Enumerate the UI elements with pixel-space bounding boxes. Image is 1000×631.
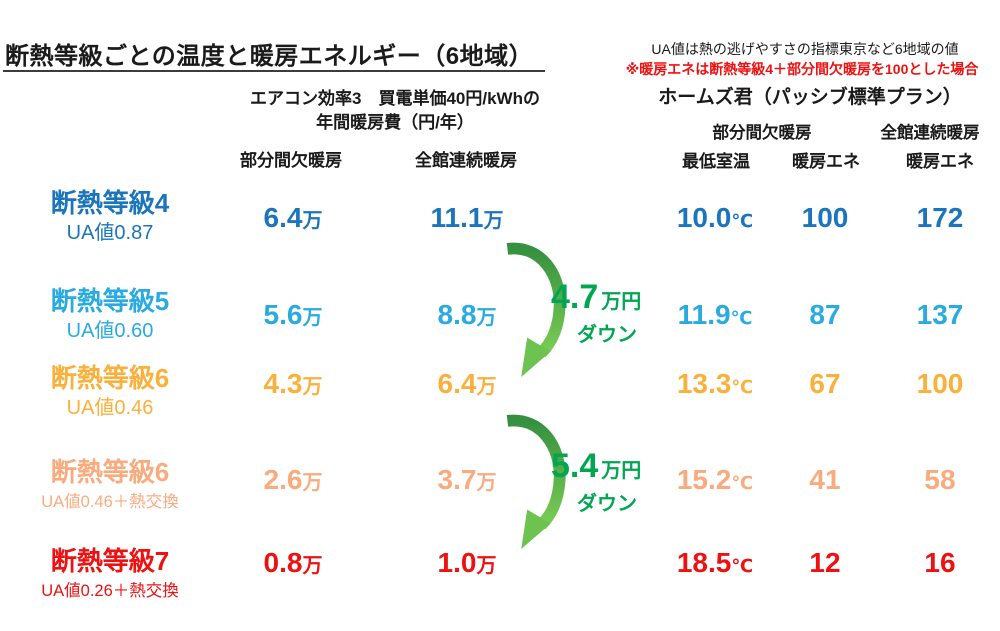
- cost-header-line1: エアコン効率3 買電単価40円/kWhの: [250, 89, 540, 108]
- grade6-min-temp: 13.3℃: [645, 368, 785, 400]
- cost-unit: 万: [476, 307, 497, 329]
- grade5-ene-continuous: 137: [916, 299, 964, 330]
- cost-unit: 万: [476, 555, 497, 577]
- cost-value: 3.7: [437, 464, 477, 495]
- cost-value: 11.1: [430, 202, 484, 233]
- energy-baseline-note: ※暖房エネは断熱等級4＋部分間欠暖房を100とした場合: [625, 61, 979, 77]
- temp-unit: ℃: [731, 556, 754, 576]
- cost-value: 6.4: [263, 202, 303, 233]
- grade5-cost-partial: 5.6万: [213, 299, 373, 331]
- grade5-min-temp: 11.9℃: [645, 299, 785, 331]
- grade5-cost-continuous: 8.8万: [387, 299, 547, 331]
- cost-value: 6.4: [437, 368, 477, 399]
- grade6hx-ene-partial: 41: [809, 464, 841, 495]
- temp-unit: ℃: [731, 377, 754, 397]
- grade5-ene-partial: 87: [809, 299, 841, 330]
- cost-value: 2.6: [263, 464, 303, 495]
- temp-value: 18.5: [676, 547, 732, 578]
- column-header-ene-partial: 暖房エネ: [792, 152, 860, 171]
- cost-unit: 万: [483, 210, 504, 232]
- row-grade7-ua: UA値0.26＋熱交換: [41, 582, 179, 600]
- savings-word: ダウン: [577, 493, 637, 515]
- ua-note: UA値は熱の逃げやすさの指標東京など6地域の値: [651, 41, 959, 57]
- cost-unit: 万: [302, 555, 323, 577]
- temp-value: 10.0: [676, 202, 732, 233]
- grade6-cost-partial: 4.3万: [213, 368, 373, 400]
- page-title: 断熱等級ごとの温度と暖房エネルギー（6地域）: [5, 43, 534, 70]
- row-grade6hx-ua: UA値0.46＋熱交換: [41, 493, 179, 511]
- savings-unit: 万円: [601, 460, 642, 482]
- cost-value: 8.8: [437, 299, 477, 330]
- group-header-continuous: 全館連続暖房: [880, 124, 980, 142]
- temp-value: 15.2: [676, 464, 732, 495]
- down-arrow-icon: [506, 242, 566, 378]
- grade7-min-temp: 18.5℃: [645, 547, 785, 579]
- cost-value: 5.6: [263, 299, 303, 330]
- grade4-ene-partial: 100: [801, 202, 849, 233]
- temp-unit: ℃: [731, 211, 754, 231]
- column-header-partial-heating: 部分間欠暖房: [240, 151, 342, 170]
- grade6-ene-continuous: 100: [916, 368, 964, 399]
- cost-value: 1.0: [437, 547, 477, 578]
- row-grade5-label: 断熱等級5: [50, 286, 170, 316]
- cost-unit: 万: [302, 210, 323, 232]
- temp-unit: ℃: [730, 308, 753, 328]
- savings-word: ダウン: [577, 324, 637, 346]
- savings-annotation-1: 4.7 万円 ダウン: [551, 278, 671, 347]
- down-arrow-icon: [506, 414, 566, 550]
- grade7-cost-continuous: 1.0万: [387, 547, 547, 579]
- savings-unit: 万円: [601, 291, 642, 313]
- grade6hx-min-temp: 15.2℃: [645, 464, 785, 496]
- column-header-ene-continuous: 暖房エネ: [906, 152, 974, 171]
- savings-value: 4.7: [551, 278, 599, 316]
- grade6hx-cost-partial: 2.6万: [213, 464, 373, 496]
- homeskun-title: ホームズ君（パッシブ標準プラン）: [658, 87, 962, 108]
- grade4-cost-continuous: 11.1万: [387, 202, 547, 234]
- cost-value: 4.3: [263, 368, 303, 399]
- savings-annotation-2: 5.4 万円 ダウン: [551, 447, 671, 516]
- grade7-ene-continuous: 16: [924, 547, 956, 578]
- row-grade4-label: 断熱等級4: [50, 188, 170, 218]
- cost-unit: 万: [476, 472, 497, 494]
- temp-value: 13.3: [676, 368, 732, 399]
- savings-value: 5.4: [551, 447, 599, 485]
- cost-value: 0.8: [263, 547, 303, 578]
- row-grade6hx-label: 断熱等級6: [50, 457, 170, 487]
- cost-unit: 万: [476, 376, 497, 398]
- cost-unit: 万: [302, 307, 323, 329]
- title-underline: [3, 70, 545, 72]
- grade6hx-cost-continuous: 3.7万: [387, 464, 547, 496]
- row-grade5-ua: UA値0.60: [66, 320, 154, 342]
- column-header-continuous-heating: 全館連続暖房: [415, 151, 517, 170]
- row-grade6-label: 断熱等級6: [50, 363, 170, 393]
- grade6hx-ene-continuous: 58: [924, 464, 956, 495]
- group-header-partial: 部分間欠暖房: [712, 124, 812, 142]
- grade7-ene-partial: 12: [809, 547, 841, 578]
- temp-unit: ℃: [731, 473, 754, 493]
- cost-header-line2: 年間暖房費（円/年）: [316, 113, 474, 132]
- grade6-cost-continuous: 6.4万: [387, 368, 547, 400]
- column-header-min-temp: 最低室温: [682, 152, 750, 171]
- grade4-min-temp: 10.0℃: [645, 202, 785, 234]
- grade4-ene-continuous: 172: [916, 202, 964, 233]
- grade6-ene-partial: 67: [809, 368, 841, 399]
- cost-unit: 万: [302, 376, 323, 398]
- row-grade6-ua: UA値0.46: [66, 397, 154, 419]
- grade7-cost-partial: 0.8万: [213, 547, 373, 579]
- grade4-cost-partial: 6.4万: [213, 202, 373, 234]
- row-grade7-label: 断熱等級7: [50, 546, 170, 576]
- row-grade4-ua: UA値0.87: [66, 222, 154, 244]
- temp-value: 11.9: [677, 299, 731, 330]
- cost-unit: 万: [302, 472, 323, 494]
